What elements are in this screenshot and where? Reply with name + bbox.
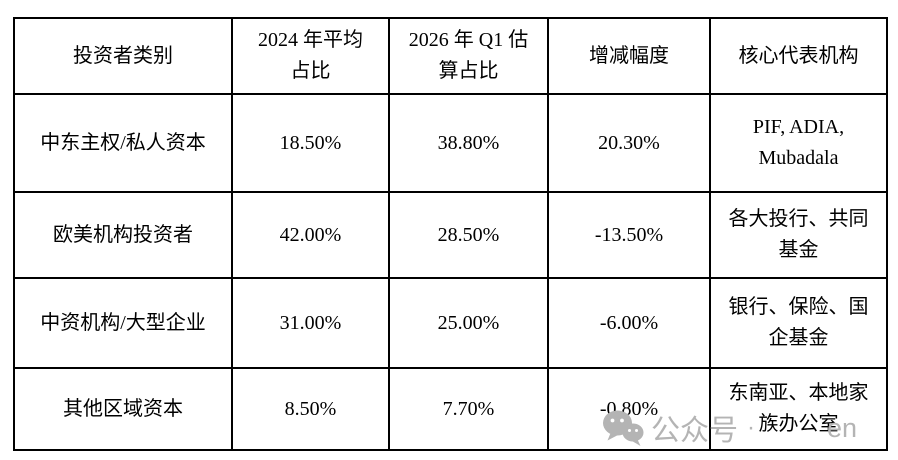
table-cell: 8.50% — [231, 367, 390, 451]
table-cell: 31.00% — [231, 277, 390, 369]
table-cell: 欧美机构投资者 — [13, 191, 233, 279]
header-core-representative-institutions: 核心代表机构 — [709, 17, 888, 95]
table-cell: PIF, ADIA, Mubadala — [709, 93, 888, 193]
table-cell: 38.80% — [388, 93, 549, 193]
header-row: 投资者类别 2024 年平均 占比 2026 年 Q1 估 算占比 增减幅度 核… — [13, 17, 888, 95]
investor-table: 投资者类别 2024 年平均 占比 2026 年 Q1 估 算占比 增减幅度 核… — [13, 17, 888, 451]
table-cell: -6.00% — [547, 277, 711, 369]
table-row-middle-east-capital: 中东主权/私人资本 18.50% 38.80% 20.30% PIF, ADIA… — [13, 93, 888, 193]
header-investor-category: 投资者类别 — [13, 17, 233, 95]
table-cell: -0.80% — [547, 367, 711, 451]
table-cell: 银行、保险、国 企基金 — [709, 277, 888, 369]
table-cell: 25.00% — [388, 277, 549, 369]
table-cell: 20.30% — [547, 93, 711, 193]
header-change-magnitude: 增减幅度 — [547, 17, 711, 95]
header-2024-average-share: 2024 年平均 占比 — [231, 17, 390, 95]
table-row-western-institutions: 欧美机构投资者 42.00% 28.50% -13.50% 各大投行、共同 基金 — [13, 191, 888, 279]
table-cell: -13.50% — [547, 191, 711, 279]
table-cell: 中资机构/大型企业 — [13, 277, 233, 369]
table-row-chinese-institutions: 中资机构/大型企业 31.00% 25.00% -6.00% 银行、保险、国 企… — [13, 277, 888, 369]
table-row-other-regional-capital: 其他区域资本 8.50% 7.70% -0.80% 东南亚、本地家 族办公室 — [13, 367, 888, 451]
table-cell: 18.50% — [231, 93, 390, 193]
table-cell: 7.70% — [388, 367, 549, 451]
table-cell: 东南亚、本地家 族办公室 — [709, 367, 888, 451]
table-cell: 42.00% — [231, 191, 390, 279]
table-cell: 其他区域资本 — [13, 367, 233, 451]
table-cell: 各大投行、共同 基金 — [709, 191, 888, 279]
table-cell: 28.50% — [388, 191, 549, 279]
table-cell: 中东主权/私人资本 — [13, 93, 233, 193]
header-2026-q1-estimated-share: 2026 年 Q1 估 算占比 — [388, 17, 549, 95]
